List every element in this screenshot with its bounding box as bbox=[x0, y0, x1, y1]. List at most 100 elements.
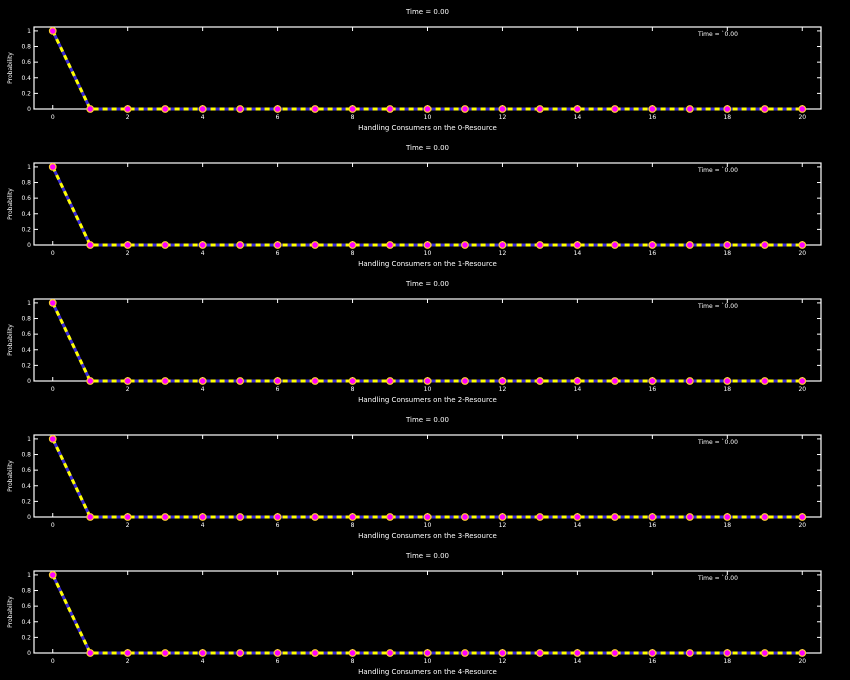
x-tick-label: 14 bbox=[574, 114, 582, 121]
x-axis-label: Handling Consumers on the 0-Resource bbox=[358, 124, 497, 132]
subplot-1: Time = 0.00 0 2 4 6 8 10 12 14 16 18 20 0 0.2 0.4 0.6 0.… bbox=[7, 144, 822, 268]
x-tick-label: 14 bbox=[574, 250, 582, 257]
data-point bbox=[386, 105, 394, 113]
y-axis-label: Probability bbox=[7, 188, 14, 220]
x-tick-label: 8 bbox=[351, 250, 355, 257]
x-tick-label: 18 bbox=[723, 250, 731, 257]
series-line-solid bbox=[51, 574, 803, 655]
x-tick-label: 12 bbox=[499, 658, 507, 665]
x-tick-label: 4 bbox=[201, 658, 205, 665]
x-tick-label: 8 bbox=[351, 522, 355, 529]
data-point bbox=[573, 649, 582, 657]
x-tick-label: 2 bbox=[126, 250, 130, 257]
data-point bbox=[386, 377, 394, 385]
x-axis-label: Handling Consumers on the 1-Resource bbox=[358, 260, 497, 268]
data-point bbox=[198, 241, 207, 249]
data-point bbox=[423, 649, 432, 657]
y-tick-label: 0.8 bbox=[21, 44, 31, 51]
y-tick-label: 0.6 bbox=[21, 467, 31, 474]
y-tick-label: 0.8 bbox=[21, 180, 31, 187]
data-point bbox=[760, 105, 769, 113]
data-point bbox=[685, 241, 694, 249]
data-point bbox=[86, 649, 95, 657]
data-point bbox=[723, 105, 732, 113]
data-point bbox=[798, 105, 807, 113]
data-point bbox=[48, 163, 57, 171]
time-annotation: Time = `0.00 bbox=[697, 303, 738, 310]
data-point bbox=[348, 649, 357, 657]
x-tick-label: 4 bbox=[201, 250, 205, 257]
data-point bbox=[386, 513, 394, 521]
x-axis-label: Handling Consumers on the 4-Resource bbox=[358, 668, 497, 676]
data-point bbox=[348, 241, 357, 249]
data-point bbox=[723, 241, 732, 249]
y-axis-label: Probability bbox=[7, 460, 14, 492]
data-point bbox=[386, 649, 394, 657]
data-point bbox=[610, 377, 619, 385]
y-tick-label: 0 bbox=[27, 378, 31, 385]
x-tick-label: 4 bbox=[201, 114, 205, 121]
x-tick-label: 10 bbox=[424, 250, 432, 257]
data-point bbox=[161, 241, 170, 249]
x-tick-label: 20 bbox=[798, 522, 806, 529]
data-point bbox=[48, 299, 57, 307]
data-point bbox=[161, 649, 170, 657]
series-line-solid bbox=[51, 438, 803, 519]
subplot-2: Time = 0.00 0 2 4 6 8 10 12 14 16 18 20 0 0.2 0.4 0.6 0.… bbox=[7, 280, 822, 404]
x-tick-label: 12 bbox=[499, 250, 507, 257]
x-tick-label: 20 bbox=[798, 114, 806, 121]
data-point bbox=[573, 105, 582, 113]
data-point bbox=[610, 241, 619, 249]
x-tick-label: 18 bbox=[723, 658, 731, 665]
data-point bbox=[648, 513, 657, 521]
data-point bbox=[348, 377, 357, 385]
x-tick-label: 20 bbox=[798, 658, 806, 665]
series-line-solid bbox=[51, 302, 803, 383]
x-tick-label: 10 bbox=[424, 386, 432, 393]
y-tick-label: 0.4 bbox=[21, 619, 31, 626]
series-line-dashed bbox=[51, 438, 803, 519]
y-tick-label: 0.4 bbox=[21, 483, 31, 490]
data-point bbox=[236, 649, 245, 657]
x-tick-label: 0 bbox=[51, 250, 55, 257]
y-tick-label: 0 bbox=[27, 106, 31, 113]
data-point bbox=[236, 513, 245, 521]
x-tick-label: 6 bbox=[276, 522, 280, 529]
chart-title: Time = 0.00 bbox=[405, 144, 449, 152]
y-tick-label: 0 bbox=[27, 242, 31, 249]
plot-frame bbox=[33, 434, 822, 518]
subplot-4: Time = 0.00 0 2 4 6 8 10 12 14 16 18 20 0 0.2 0.4 0.6 0.… bbox=[7, 552, 822, 676]
x-tick-label: 10 bbox=[424, 658, 432, 665]
y-tick-label: 0.6 bbox=[21, 603, 31, 610]
data-point bbox=[123, 649, 132, 657]
x-axis-label: Handling Consumers on the 2-Resource bbox=[358, 396, 497, 404]
x-axis-label: Handling Consumers on the 3-Resource bbox=[358, 532, 497, 540]
x-tick-label: 16 bbox=[649, 522, 657, 529]
x-tick-label: 2 bbox=[126, 658, 130, 665]
y-tick-label: 1 bbox=[27, 572, 31, 579]
y-axis-label: Probability bbox=[7, 596, 14, 628]
x-tick-label: 0 bbox=[51, 386, 55, 393]
data-point bbox=[348, 105, 357, 113]
data-point bbox=[86, 105, 95, 113]
x-tick-label: 14 bbox=[574, 522, 582, 529]
data-point bbox=[86, 377, 95, 385]
y-tick-label: 0.2 bbox=[21, 226, 31, 233]
plot-frame bbox=[33, 162, 822, 246]
series-line-solid bbox=[51, 166, 803, 247]
data-point bbox=[648, 377, 657, 385]
x-tick-label: 8 bbox=[351, 386, 355, 393]
data-point bbox=[348, 513, 357, 521]
y-tick-label: 0 bbox=[27, 650, 31, 657]
data-point bbox=[798, 513, 807, 521]
x-tick-label: 10 bbox=[424, 522, 432, 529]
plot-frame bbox=[33, 298, 822, 382]
chart-title: Time = 0.00 bbox=[405, 8, 449, 16]
data-point bbox=[198, 649, 207, 657]
data-point bbox=[723, 649, 732, 657]
data-point bbox=[685, 649, 694, 657]
data-point bbox=[498, 241, 507, 249]
time-annotation: Time = `0.00 bbox=[697, 439, 738, 446]
y-tick-label: 0 bbox=[27, 514, 31, 521]
